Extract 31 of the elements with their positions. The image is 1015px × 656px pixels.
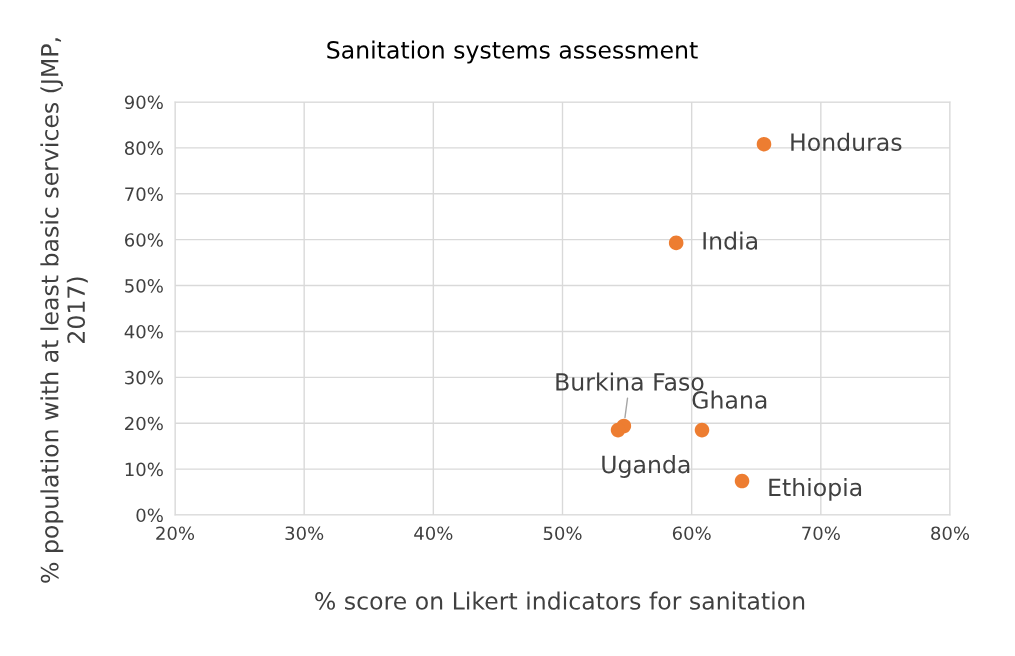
annotation: Ghana [692,390,767,409]
x-tick-label: 30% [285,526,324,541]
annotation: India [703,231,757,250]
annotation: Ethiopia [769,477,862,501]
y-axis-title: % population with at least basic services (JMP, 2017) [40,38,88,583]
point [734,473,750,489]
point [694,422,710,438]
y-tick-label: 40% [124,324,163,339]
x-tick-label: 60% [672,526,711,541]
point [756,136,772,152]
x-tick-label: 70% [802,526,840,541]
y-tick-label: 0% [136,508,163,523]
y-tick-label: 10% [125,462,163,477]
point [668,235,684,251]
annotation: Uganda [602,455,690,478]
y-tick-label: 70% [125,187,163,201]
y-tick-label: 60% [125,233,163,247]
annotation: Burkina Faso [556,372,704,391]
x-tick-label: 20% [156,526,195,541]
chart-title: Sanitation systems assessment [327,40,698,64]
point [610,422,626,438]
annotation: Honduras [791,132,902,152]
y-tick-label: 30% [125,370,163,385]
x-axis-title: % score on Likert indicators for sanitation [315,591,805,610]
y-tick-label: 80% [124,141,163,156]
x-tick-label: 80% [931,526,970,541]
x-tick-label: 50% [543,526,582,541]
x-tick-label: 40% [414,526,453,541]
y-tick-label: 90% [124,95,163,110]
y-tick-label: 20% [125,416,163,431]
y-tick-label: 50% [125,279,163,293]
